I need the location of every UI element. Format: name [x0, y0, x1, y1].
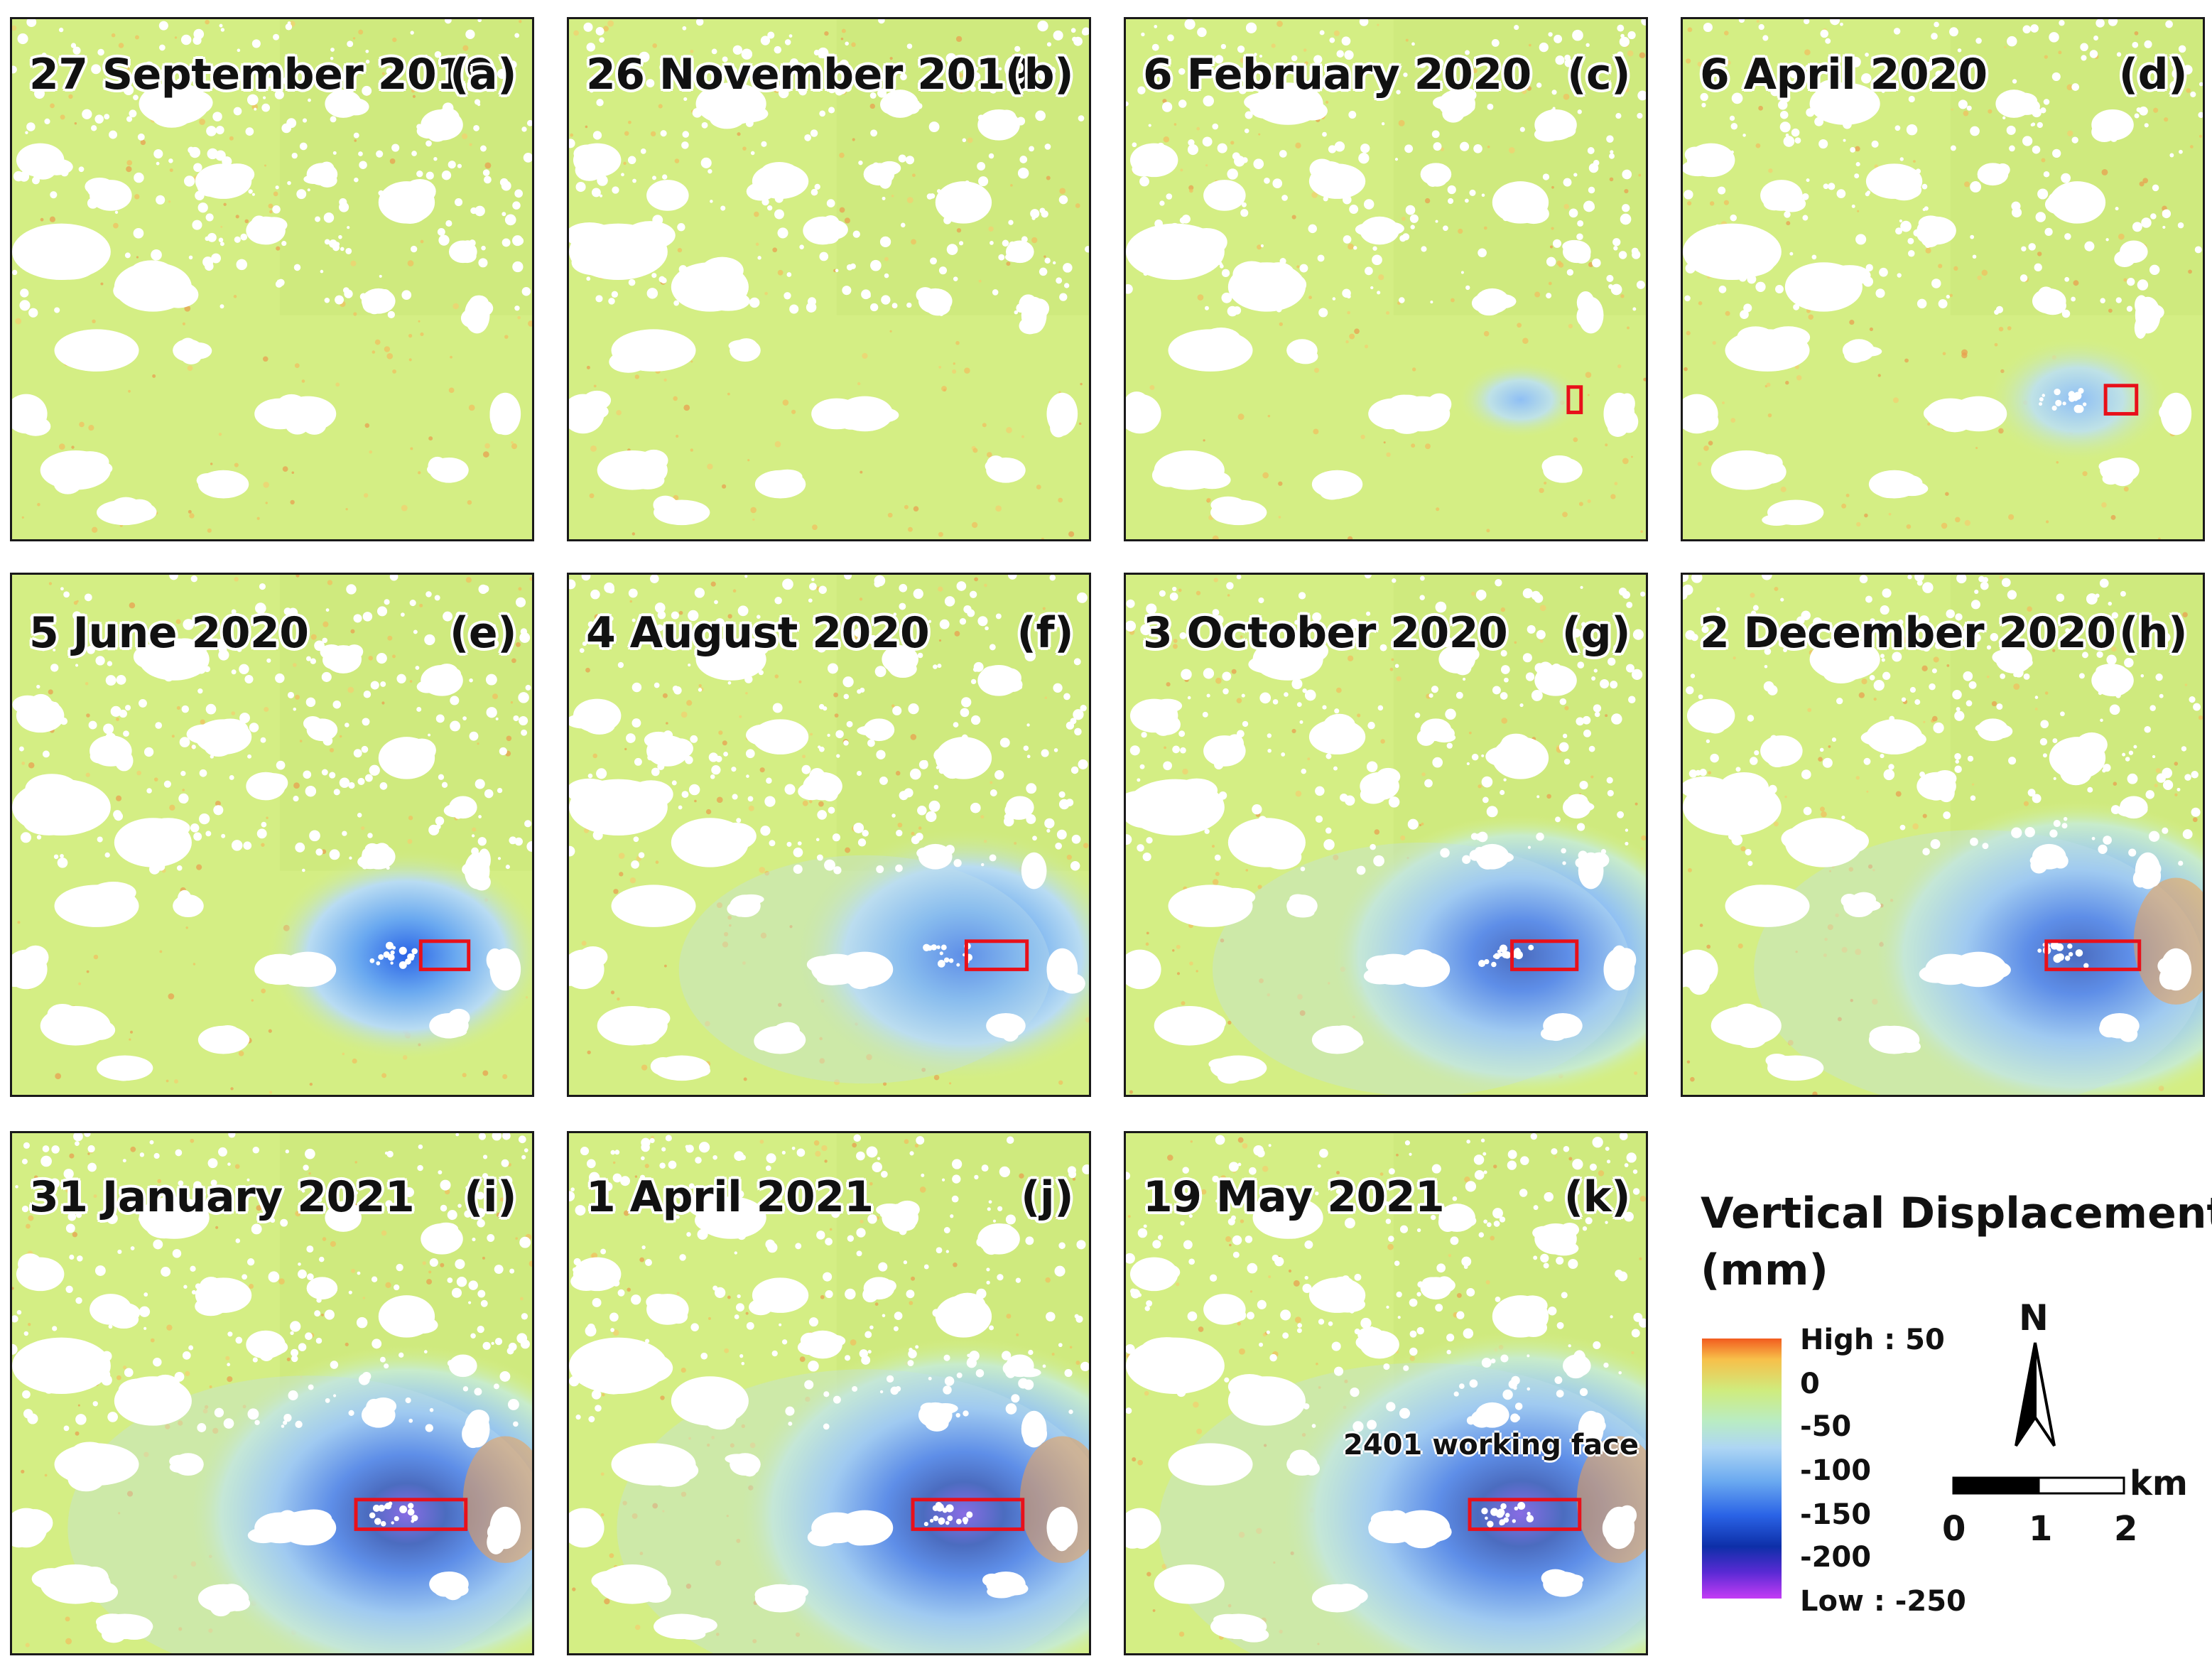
- panel-date: 3 October 2020: [1143, 608, 1508, 658]
- panel-date: 1 April 2021: [586, 1172, 874, 1222]
- displacement-map: [1683, 19, 2203, 539]
- map-panel-g: 3 October 2020 (g): [1124, 573, 1648, 1097]
- displacement-map: [1126, 19, 1646, 539]
- map-panel-j: 1 April 2021 (j): [567, 1131, 1091, 1655]
- displacement-map: [12, 1133, 532, 1653]
- panel-letter: (a): [450, 50, 516, 99]
- panel-date: 31 January 2021: [29, 1172, 415, 1222]
- legend-title: Vertical Displacement (mm): [1701, 1185, 2212, 1299]
- panel-letter: (b): [1004, 50, 1074, 99]
- map-panel-b: 26 November 2019 (b): [567, 17, 1091, 541]
- panel-date: 6 February 2020: [1143, 50, 1531, 99]
- legend-tick: High : 50: [1800, 1324, 1945, 1356]
- panel-letter: (j): [1021, 1172, 1073, 1222]
- legend-title-line1: Vertical Displacement: [1701, 1189, 2212, 1238]
- map-panel-f: 4 August 2020 (f): [567, 573, 1091, 1097]
- legend-title-line2: (mm): [1701, 1245, 1828, 1295]
- legend-tick: Low : -250: [1800, 1585, 1966, 1618]
- panel-date: 19 May 2021: [1143, 1172, 1445, 1222]
- legend-tick: -100: [1800, 1454, 1872, 1487]
- map-panel-d: 6 April 2020 (d): [1681, 17, 2205, 541]
- panel-letter: (e): [449, 608, 517, 658]
- legend-colorbar: [1702, 1339, 1782, 1599]
- map-panel-i: 31 January 2021 (i): [10, 1131, 534, 1655]
- scale-unit: km: [2130, 1464, 2188, 1503]
- legend-tick: -150: [1800, 1498, 1872, 1531]
- panel-letter: (k): [1563, 1172, 1631, 1222]
- north-label: N: [2019, 1297, 2049, 1339]
- displacement-map: [12, 19, 532, 539]
- panel-letter: (f): [1016, 608, 1074, 658]
- panel-letter: (g): [1561, 608, 1631, 658]
- north-arrow-icon: [2015, 1342, 2056, 1447]
- panel-letter: (h): [2118, 608, 2188, 658]
- displacement-map: [1126, 575, 1646, 1095]
- legend-tick: -50: [1800, 1410, 1852, 1443]
- scale-label-2: 2: [2114, 1509, 2138, 1549]
- displacement-map: [12, 575, 532, 1095]
- displacement-map: [1683, 575, 2203, 1095]
- displacement-map: [569, 575, 1089, 1095]
- displacement-map: [569, 19, 1089, 539]
- panel-letter: (c): [1567, 50, 1630, 99]
- displacement-map: [569, 1133, 1089, 1653]
- panel-date: 5 June 2020: [29, 608, 309, 658]
- map-panel-e: 5 June 2020 (e): [10, 573, 534, 1097]
- scale-label-0: 0: [1942, 1509, 1966, 1549]
- panel-letter: (d): [2118, 50, 2188, 99]
- scale-bar: [1952, 1476, 2125, 1495]
- map-panel-k: 19 May 2021 (k) 2401 working face: [1124, 1131, 1648, 1655]
- displacement-map: [1126, 1133, 1646, 1653]
- scale-label-1: 1: [2029, 1509, 2053, 1549]
- working-face-label: 2401 working face: [1343, 1429, 1639, 1461]
- map-panel-a: 27 September 2019 (a): [10, 17, 534, 541]
- panel-date: 27 September 2019: [29, 50, 495, 99]
- panel-date: 26 November 2019: [586, 50, 1035, 99]
- legend-tick: -200: [1800, 1541, 1872, 1574]
- panel-date: 2 December 2020: [1700, 608, 2116, 658]
- legend-tick: 0: [1800, 1368, 1820, 1400]
- panel-letter: (i): [464, 1172, 516, 1222]
- map-panel-c: 6 February 2020 (c): [1124, 17, 1648, 541]
- map-panel-h: 2 December 2020 (h): [1681, 573, 2205, 1097]
- panel-date: 6 April 2020: [1700, 50, 1988, 99]
- panel-date: 4 August 2020: [586, 608, 930, 658]
